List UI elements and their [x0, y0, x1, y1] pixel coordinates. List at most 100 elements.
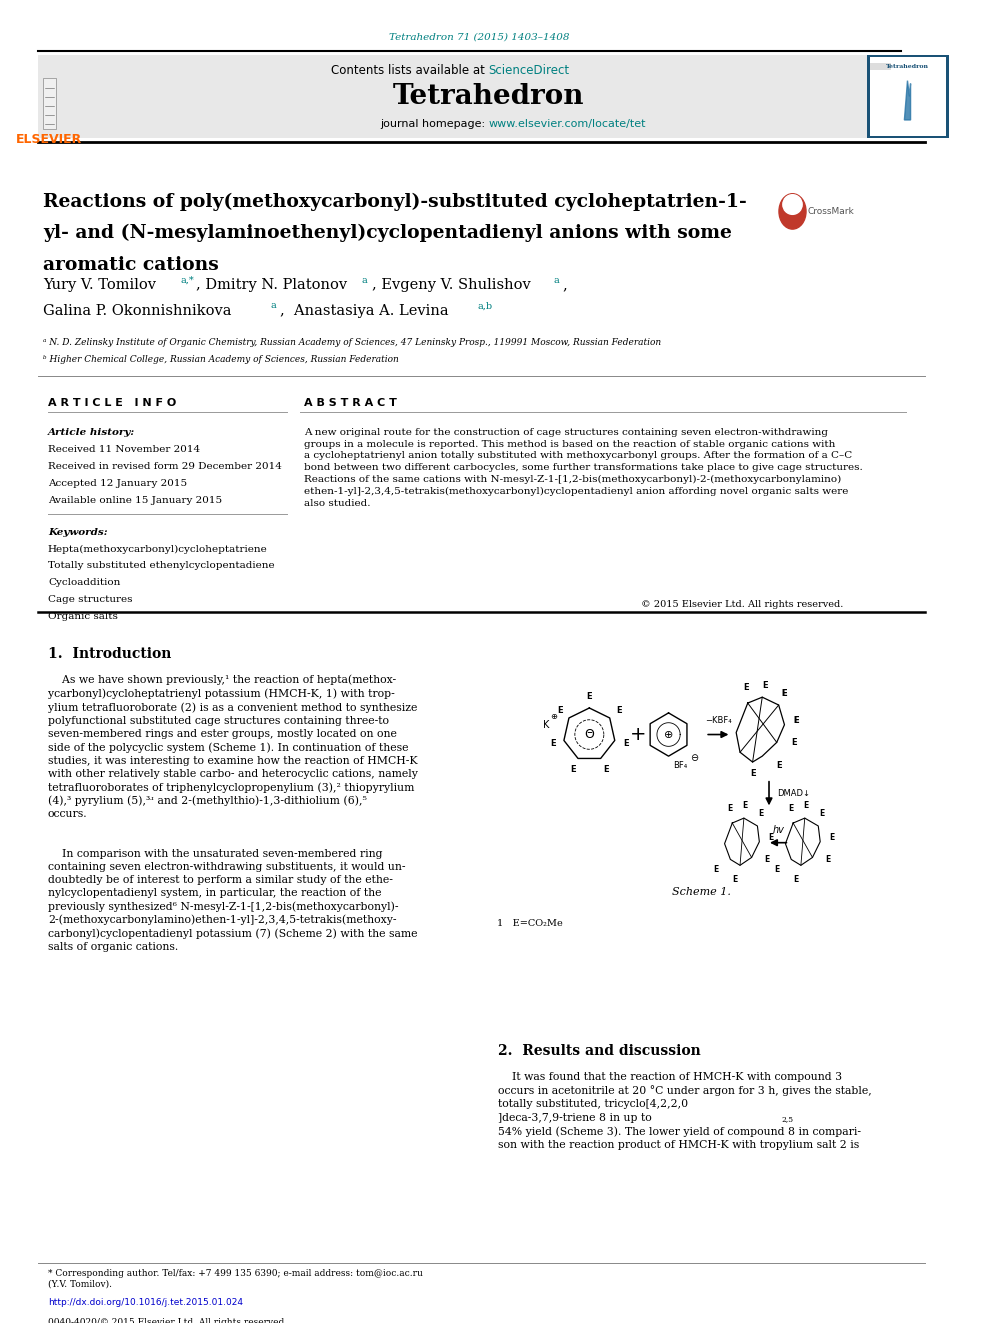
- FancyBboxPatch shape: [867, 56, 948, 138]
- Text: Galina P. Okonnishnikova: Galina P. Okonnishnikova: [43, 304, 236, 318]
- Text: E: E: [743, 683, 749, 692]
- Text: Tetrahedron: Tetrahedron: [393, 83, 584, 110]
- Text: E: E: [794, 875, 799, 884]
- Text: Keywords:: Keywords:: [48, 528, 107, 537]
- Text: Tetrahedron 71 (2015) 1403–1408: Tetrahedron 71 (2015) 1403–1408: [389, 33, 569, 42]
- Text: E: E: [819, 808, 824, 818]
- Text: Yury V. Tomilov: Yury V. Tomilov: [43, 278, 161, 292]
- Text: E: E: [769, 833, 774, 843]
- Text: ELSEVIER: ELSEVIER: [16, 132, 82, 146]
- Text: E: E: [558, 706, 562, 716]
- Text: http://dx.doi.org/10.1016/j.tet.2015.01.024: http://dx.doi.org/10.1016/j.tet.2015.01.…: [48, 1298, 243, 1307]
- Text: a,*: a,*: [181, 275, 194, 284]
- Text: ᵃ N. D. Zelinsky Institute of Organic Chemistry, Russian Academy of Sciences, 47: ᵃ N. D. Zelinsky Institute of Organic Ch…: [43, 337, 662, 347]
- Text: ,  Anastasiya A. Levina: , Anastasiya A. Levina: [280, 304, 453, 318]
- Text: E: E: [623, 738, 629, 747]
- Text: 2.  Results and discussion: 2. Results and discussion: [498, 1044, 701, 1058]
- Text: E: E: [586, 692, 592, 701]
- Text: DMAD↓: DMAD↓: [777, 789, 809, 798]
- Text: Available online 15 January 2015: Available online 15 January 2015: [48, 496, 222, 504]
- Text: E: E: [789, 804, 794, 812]
- Text: E: E: [616, 706, 622, 716]
- Text: E: E: [829, 833, 834, 843]
- Text: E: E: [782, 689, 788, 697]
- Text: E: E: [794, 716, 799, 725]
- Text: A B S T R A C T: A B S T R A C T: [304, 398, 397, 409]
- Text: a: a: [362, 275, 368, 284]
- FancyBboxPatch shape: [43, 78, 56, 128]
- Text: Tetrahedron: Tetrahedron: [886, 65, 929, 69]
- Text: 1   E=CO₂Me: 1 E=CO₂Me: [497, 919, 563, 929]
- Text: Received 11 November 2014: Received 11 November 2014: [48, 446, 200, 454]
- Text: E: E: [762, 681, 768, 689]
- Text: E: E: [732, 875, 738, 884]
- Text: A new original route for the construction of cage structures containing seven el: A new original route for the constructio…: [304, 427, 863, 508]
- Text: Cycloaddition: Cycloaddition: [48, 578, 120, 587]
- Text: 0040-4020/© 2015 Elsevier Ltd. All rights reserved.: 0040-4020/© 2015 Elsevier Ltd. All right…: [48, 1318, 287, 1323]
- Ellipse shape: [783, 194, 803, 214]
- Text: CrossMark: CrossMark: [807, 206, 855, 216]
- Text: ,: ,: [562, 278, 567, 292]
- Text: a: a: [270, 302, 276, 311]
- Text: As we have shown previously,¹ the reaction of hepta(methox-
ycarbonyl)cyclohepta: As we have shown previously,¹ the reacti…: [48, 675, 418, 819]
- Text: E: E: [765, 855, 770, 864]
- Text: yl- and (N-mesylaminoethenyl)cyclopentadienyl anions with some: yl- and (N-mesylaminoethenyl)cyclopentad…: [43, 224, 732, 242]
- FancyBboxPatch shape: [39, 56, 867, 138]
- Text: E: E: [825, 855, 830, 864]
- Text: Accepted 12 January 2015: Accepted 12 January 2015: [48, 479, 187, 488]
- Text: E: E: [776, 762, 782, 770]
- Text: ⊕: ⊕: [664, 729, 674, 740]
- FancyBboxPatch shape: [870, 57, 945, 136]
- Ellipse shape: [779, 193, 806, 229]
- Text: ⊖: ⊖: [690, 753, 698, 763]
- Text: a: a: [554, 275, 558, 284]
- Text: E: E: [603, 765, 608, 774]
- Text: Received in revised form 29 December 2014: Received in revised form 29 December 201…: [48, 462, 282, 471]
- Text: Contents lists available at: Contents lists available at: [331, 65, 489, 77]
- Text: E: E: [742, 800, 748, 810]
- Text: E: E: [570, 765, 575, 774]
- Text: E: E: [728, 804, 733, 812]
- Text: ]deca-3,7,9-triene 8 in up to
54% yield (Scheme 3). The lower yield of compound : ]deca-3,7,9-triene 8 in up to 54% yield …: [498, 1113, 861, 1150]
- Text: hv: hv: [772, 824, 784, 835]
- Text: 2,5: 2,5: [781, 1115, 794, 1123]
- Text: E: E: [804, 800, 808, 810]
- Text: It was found that the reaction of HMCH-K with compound 3
occurs in acetonitrile : It was found that the reaction of HMCH-K…: [498, 1072, 872, 1109]
- Text: www.elsevier.com/locate/tet: www.elsevier.com/locate/tet: [489, 119, 646, 128]
- Text: Reactions of poly(methoxycarbonyl)-substituted cycloheptatrien-1-: Reactions of poly(methoxycarbonyl)-subst…: [43, 192, 747, 210]
- Text: ScienceDirect: ScienceDirect: [489, 65, 569, 77]
- Text: , Dmitry N. Platonov: , Dmitry N. Platonov: [195, 278, 351, 292]
- Text: Article history:: Article history:: [48, 427, 135, 437]
- Text: a,b: a,b: [478, 302, 493, 311]
- Text: Cage structures: Cage structures: [48, 595, 132, 603]
- Text: E: E: [759, 808, 764, 818]
- Text: Hepta(methoxycarbonyl)cycloheptatriene: Hepta(methoxycarbonyl)cycloheptatriene: [48, 545, 268, 554]
- Text: E: E: [713, 865, 718, 873]
- Text: E: E: [550, 738, 556, 747]
- Text: −KBF₄: −KBF₄: [705, 716, 732, 725]
- Text: , Evgeny V. Shulishov: , Evgeny V. Shulishov: [372, 278, 535, 292]
- Text: +: +: [629, 725, 646, 744]
- Text: E: E: [774, 865, 780, 873]
- Text: Θ: Θ: [584, 728, 594, 741]
- FancyBboxPatch shape: [870, 64, 891, 70]
- Text: Totally substituted ethenylcyclopentadiene: Totally substituted ethenylcyclopentadie…: [48, 561, 275, 570]
- Text: ⊕: ⊕: [551, 712, 558, 721]
- Text: E: E: [794, 716, 799, 725]
- Text: aromatic cations: aromatic cations: [43, 255, 219, 274]
- Text: In comparison with the unsaturated seven-membered ring
containing seven electron: In comparison with the unsaturated seven…: [48, 848, 418, 953]
- Text: E: E: [782, 689, 788, 697]
- Text: 1.  Introduction: 1. Introduction: [48, 647, 172, 662]
- Polygon shape: [905, 81, 911, 120]
- Text: E: E: [750, 770, 755, 778]
- Text: K: K: [543, 720, 549, 730]
- Text: © 2015 Elsevier Ltd. All rights reserved.: © 2015 Elsevier Ltd. All rights reserved…: [641, 599, 843, 609]
- Text: A R T I C L E   I N F O: A R T I C L E I N F O: [48, 398, 177, 409]
- Text: BF₄: BF₄: [674, 762, 687, 770]
- Text: E: E: [792, 738, 797, 747]
- Text: Scheme 1.: Scheme 1.: [673, 886, 731, 897]
- Text: * Corresponding author. Tel/fax: +7 499 135 6390; e-mail address: tom@ioc.ac.ru
: * Corresponding author. Tel/fax: +7 499 …: [48, 1270, 423, 1289]
- Text: ᵇ Higher Chemical College, Russian Academy of Sciences, Russian Federation: ᵇ Higher Chemical College, Russian Acade…: [43, 356, 399, 364]
- Text: journal homepage:: journal homepage:: [380, 119, 489, 128]
- Text: Organic salts: Organic salts: [48, 611, 118, 620]
